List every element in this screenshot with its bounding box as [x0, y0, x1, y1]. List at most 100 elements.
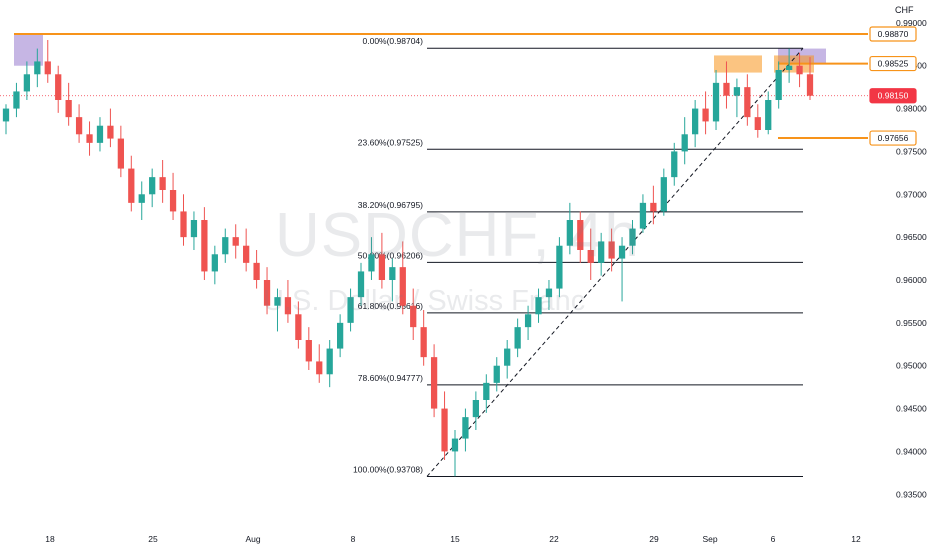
candle-body-down [253, 262, 260, 280]
candle-body-down [608, 241, 615, 259]
candle-body-up [96, 125, 104, 143]
candle-body-down [107, 125, 114, 139]
time-tick-label: Sep [702, 534, 717, 544]
candle-body-up [2, 108, 10, 122]
fib-level-label: 38.20%(0.96795) [358, 200, 423, 210]
candle-body-down [295, 314, 302, 340]
candle-body-down [650, 202, 657, 212]
candle-body-down [86, 134, 93, 143]
candle-body-up [138, 194, 145, 203]
candle-body-up [514, 327, 521, 349]
price-tick-label: 0.95500 [896, 318, 927, 328]
candle-body-up [712, 82, 720, 122]
candle-body-up [222, 237, 229, 255]
time-tick-label: 18 [45, 534, 55, 544]
time-tick-label: 25 [148, 534, 158, 544]
candle-body-up [618, 245, 626, 259]
time-axis[interactable]: 18 25 Aug 8 15 22 29 Sep 6 12 [45, 534, 861, 544]
candle-body-up [462, 417, 469, 439]
candle-body-up [692, 108, 699, 135]
fib-trend-line[interactable] [426, 47, 804, 477]
supply-zone-left [14, 34, 43, 66]
candle-body-down [75, 117, 83, 135]
price-tick-label: 0.96500 [896, 232, 927, 242]
price-tick-label: 0.93500 [896, 489, 927, 499]
candle-body-up [639, 202, 647, 229]
candle-body-down [316, 361, 323, 375]
candle-body-down [378, 254, 386, 280]
candle-body-up [765, 100, 772, 130]
price-label-box[interactable] [869, 130, 917, 146]
candle-body-up [504, 348, 511, 366]
candle-body-up [336, 322, 344, 349]
candle-body-up [451, 438, 459, 452]
price-label-text: 0.98150 [878, 91, 909, 101]
candle-body-down [723, 82, 730, 96]
price-tick-label: 0.95000 [896, 361, 927, 371]
candle-body-down [128, 168, 135, 203]
candle-body-up [357, 271, 365, 298]
candle-body-down [754, 117, 761, 130]
candle-body-down [806, 74, 814, 96]
price-label-box[interactable] [869, 88, 917, 104]
candle-body-up [545, 288, 553, 298]
candle-body-up [524, 314, 532, 328]
candle-body-down [702, 108, 709, 122]
candle-body-down [420, 327, 427, 358]
price-tick-label: 0.94000 [896, 446, 927, 456]
resistance-zone-a [714, 55, 762, 73]
candlesticks [2, 40, 814, 477]
price-label-box[interactable] [869, 26, 917, 42]
candle-body-down [577, 220, 584, 250]
candle-body-up [211, 254, 218, 272]
candle-body-up [347, 297, 354, 323]
candle-body-up [149, 177, 156, 195]
candle-body-up [775, 70, 782, 100]
candle-body-up [535, 297, 542, 315]
candle-body-up [671, 151, 678, 178]
candle-body-down [587, 250, 594, 263]
candle-body-down [180, 211, 187, 238]
price-tick-label: 0.94500 [896, 404, 927, 414]
candle-body-down [284, 297, 292, 315]
candle-body-up [566, 220, 573, 246]
price-tick-label: 0.97500 [896, 146, 927, 156]
candle-body-up [629, 228, 636, 246]
time-tick-label: 29 [649, 534, 659, 544]
candle-body-up [733, 87, 741, 96]
candle-body-down [117, 138, 124, 169]
candle-body-up [483, 382, 490, 400]
candle-body-up [556, 245, 563, 289]
candle-body-down [232, 237, 239, 246]
candle-body-down [399, 267, 406, 306]
candle-body-up [23, 74, 31, 92]
fib-level-label: 61.80%(0.95616) [358, 301, 423, 311]
candle-body-up [326, 348, 333, 375]
time-tick-label: 6 [771, 534, 776, 544]
price-label-text: 0.98525 [878, 59, 909, 69]
price-axis[interactable]: 0.990000.985000.980000.975000.970000.965… [869, 18, 927, 499]
time-tick-label: 15 [450, 534, 460, 544]
candle-body-down [263, 280, 271, 306]
price-tick-label: 0.97000 [896, 189, 927, 199]
candle-body-up [190, 220, 198, 238]
price-tick-label: 0.96000 [896, 275, 927, 285]
price-label-box[interactable] [869, 55, 917, 72]
candle-body-down [55, 74, 62, 100]
fibonacci-retracement[interactable]: 0.00%(0.98704) 23.60%(0.97525) 38.20%(0.96… [353, 36, 804, 477]
candle-body-up [785, 65, 793, 70]
time-tick-label: 22 [549, 534, 559, 544]
candle-body-up [598, 241, 605, 263]
time-tick-label: 8 [351, 534, 356, 544]
candle-body-up [660, 177, 667, 212]
time-tick-label: Aug [245, 534, 260, 544]
candle-body-up [493, 365, 500, 383]
fib-level-label: 78.60%(0.94777) [358, 373, 423, 383]
horizontal-levels[interactable] [0, 33, 868, 140]
fib-level-label: 50.00%(0.96206) [358, 250, 423, 260]
candle-body-down [201, 220, 208, 272]
fib-level-label: 23.60%(0.97525) [358, 137, 423, 147]
candle-body-up [368, 254, 375, 272]
time-tick-label: 12 [851, 534, 861, 544]
